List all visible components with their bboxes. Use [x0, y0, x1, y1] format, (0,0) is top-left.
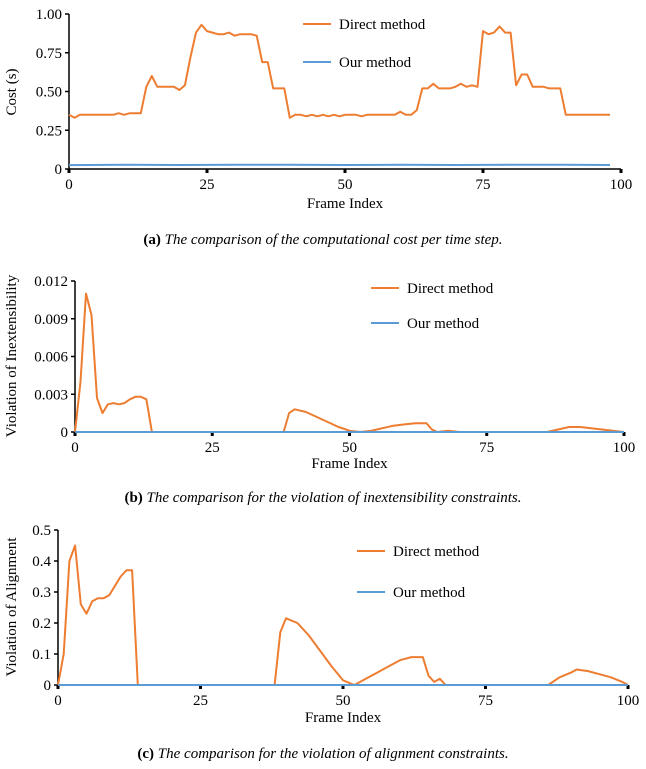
- y-axis-title: Violation of Inextensibility: [4, 274, 20, 437]
- legend-label: Our method: [339, 55, 412, 71]
- series-direct-method: [57, 544, 629, 686]
- x-tick-label: 75: [478, 693, 493, 709]
- legend-label: Our method: [407, 316, 480, 332]
- x-axis-title: Frame Index: [305, 710, 382, 726]
- y-axis-title: Violation of Alignment: [4, 537, 20, 677]
- x-tick-label: 0: [65, 177, 73, 193]
- series-direct-method: [68, 23, 610, 119]
- x-tick-label: 100: [613, 440, 636, 456]
- x-tick-label: 0: [71, 440, 79, 456]
- x-tick-label: 100: [610, 177, 633, 193]
- x-axis-title: Frame Index: [311, 456, 388, 472]
- x-axis-title: Frame Index: [307, 196, 384, 212]
- y-tick-label: 0.2: [32, 616, 51, 632]
- y-tick-label: 0.009: [34, 312, 68, 328]
- caption-b: (b) The comparison for the violation of …: [0, 490, 646, 507]
- alignment-chart: 0 0.1 0.2 0.3 0.4 0.5 0 25 50 75 100 Frame Index Vio…: [4, 523, 640, 726]
- caption-c-tag: (c): [137, 746, 155, 762]
- y-tick-label: 0: [44, 678, 52, 694]
- x-tick-label: 0: [54, 693, 62, 709]
- legend-label: Direct method: [339, 17, 426, 33]
- legend-label: Our method: [393, 585, 466, 601]
- x-tick-label: 50: [336, 693, 351, 709]
- y-tick-label: 1.00: [36, 7, 62, 23]
- caption-c-text: The comparison for the violation of alig…: [157, 746, 509, 762]
- y-tick-label: 0: [61, 425, 69, 441]
- caption-a-tag: (a): [143, 232, 161, 248]
- y-tick-label: 0.012: [34, 274, 68, 290]
- caption-a: (a) The comparison of the computational …: [0, 232, 646, 249]
- caption-c: (c) The comparison for the violation of …: [0, 746, 646, 763]
- y-tick-label: 0.5: [32, 523, 51, 539]
- caption-b-tag: (b): [124, 490, 143, 506]
- y-tick-label: 0.25: [36, 123, 62, 139]
- x-tick-label: 25: [200, 177, 215, 193]
- y-axis-title: Cost (s): [4, 68, 20, 115]
- cost-chart: 0 0.25 0.50 0.75 1.00 0 25 50 75 100 Frame Index Co…: [4, 7, 633, 212]
- y-tick-label: 0.1: [32, 647, 51, 663]
- y-tick-label: 0: [55, 162, 63, 178]
- x-tick-label: 25: [193, 693, 208, 709]
- legend-label: Direct method: [407, 281, 494, 297]
- x-tick-label: 50: [338, 177, 353, 193]
- x-tick-label: 75: [476, 177, 491, 193]
- x-tick-label: 50: [342, 440, 357, 456]
- y-tick-label: 0.003: [34, 387, 68, 403]
- caption-b-text: The comparison for the violation of inex…: [146, 490, 522, 506]
- y-tick-label: 0.4: [32, 554, 51, 570]
- y-tick-label: 0.75: [36, 46, 62, 62]
- legend-label: Direct method: [393, 544, 480, 560]
- x-tick-label: 25: [205, 440, 220, 456]
- inextensibility-chart: 0 0.003 0.006 0.009 0.012 0 25 50 75 100 Frame Ind…: [4, 274, 636, 472]
- x-tick-label: 100: [617, 693, 640, 709]
- caption-a-text: The comparison of the computational cost…: [164, 232, 503, 248]
- y-tick-label: 0.006: [34, 350, 68, 366]
- series-direct-method: [74, 292, 625, 433]
- x-tick-label: 75: [479, 440, 494, 456]
- y-tick-label: 0.3: [32, 585, 51, 601]
- y-tick-label: 0.50: [36, 85, 62, 101]
